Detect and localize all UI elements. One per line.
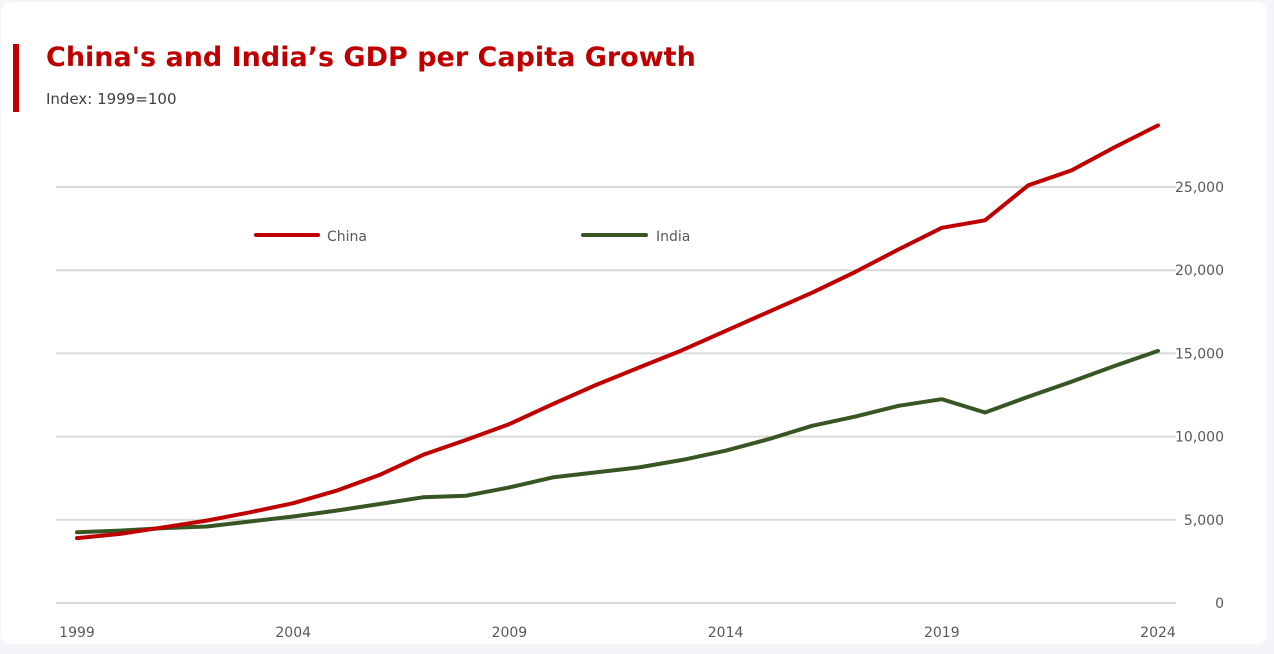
x-tick-label: 2019 xyxy=(924,625,960,641)
series-line-india xyxy=(75,348,1160,535)
y-tick-label: 15,000 xyxy=(1175,346,1224,362)
x-tick-label: 2009 xyxy=(492,625,528,641)
y-tick-label: 5,000 xyxy=(1184,513,1224,529)
x-axis-ticks: 1999 2004 2009 2014 2019 2024 xyxy=(59,625,1176,641)
series-line-china xyxy=(75,123,1160,541)
x-tick-label: 1999 xyxy=(59,625,95,641)
gridlines xyxy=(56,186,1176,604)
title-accent-bar xyxy=(13,44,19,112)
y-tick-label: 25,000 xyxy=(1175,180,1224,196)
y-tick-label: 20,000 xyxy=(1175,263,1224,279)
y-tick-label: 0 xyxy=(1215,596,1224,612)
chart-subtitle: Index: 1999=100 xyxy=(46,90,177,108)
chart-card xyxy=(1,2,1267,644)
y-axis-ticks: 0 5,000 10,000 15,000 20,000 25,000 xyxy=(1175,180,1224,612)
legend-label-india: India xyxy=(656,229,690,245)
y-tick-label: 10,000 xyxy=(1175,430,1224,446)
legend-label-china: China xyxy=(327,229,367,245)
chart-title: China's and India’s GDP per Capita Growt… xyxy=(46,42,696,73)
legend: China India xyxy=(254,229,690,245)
series-lines xyxy=(75,123,1160,541)
x-tick-label: 2024 xyxy=(1140,625,1176,641)
x-tick-label: 2004 xyxy=(275,625,311,641)
x-tick-label: 2014 xyxy=(708,625,744,641)
